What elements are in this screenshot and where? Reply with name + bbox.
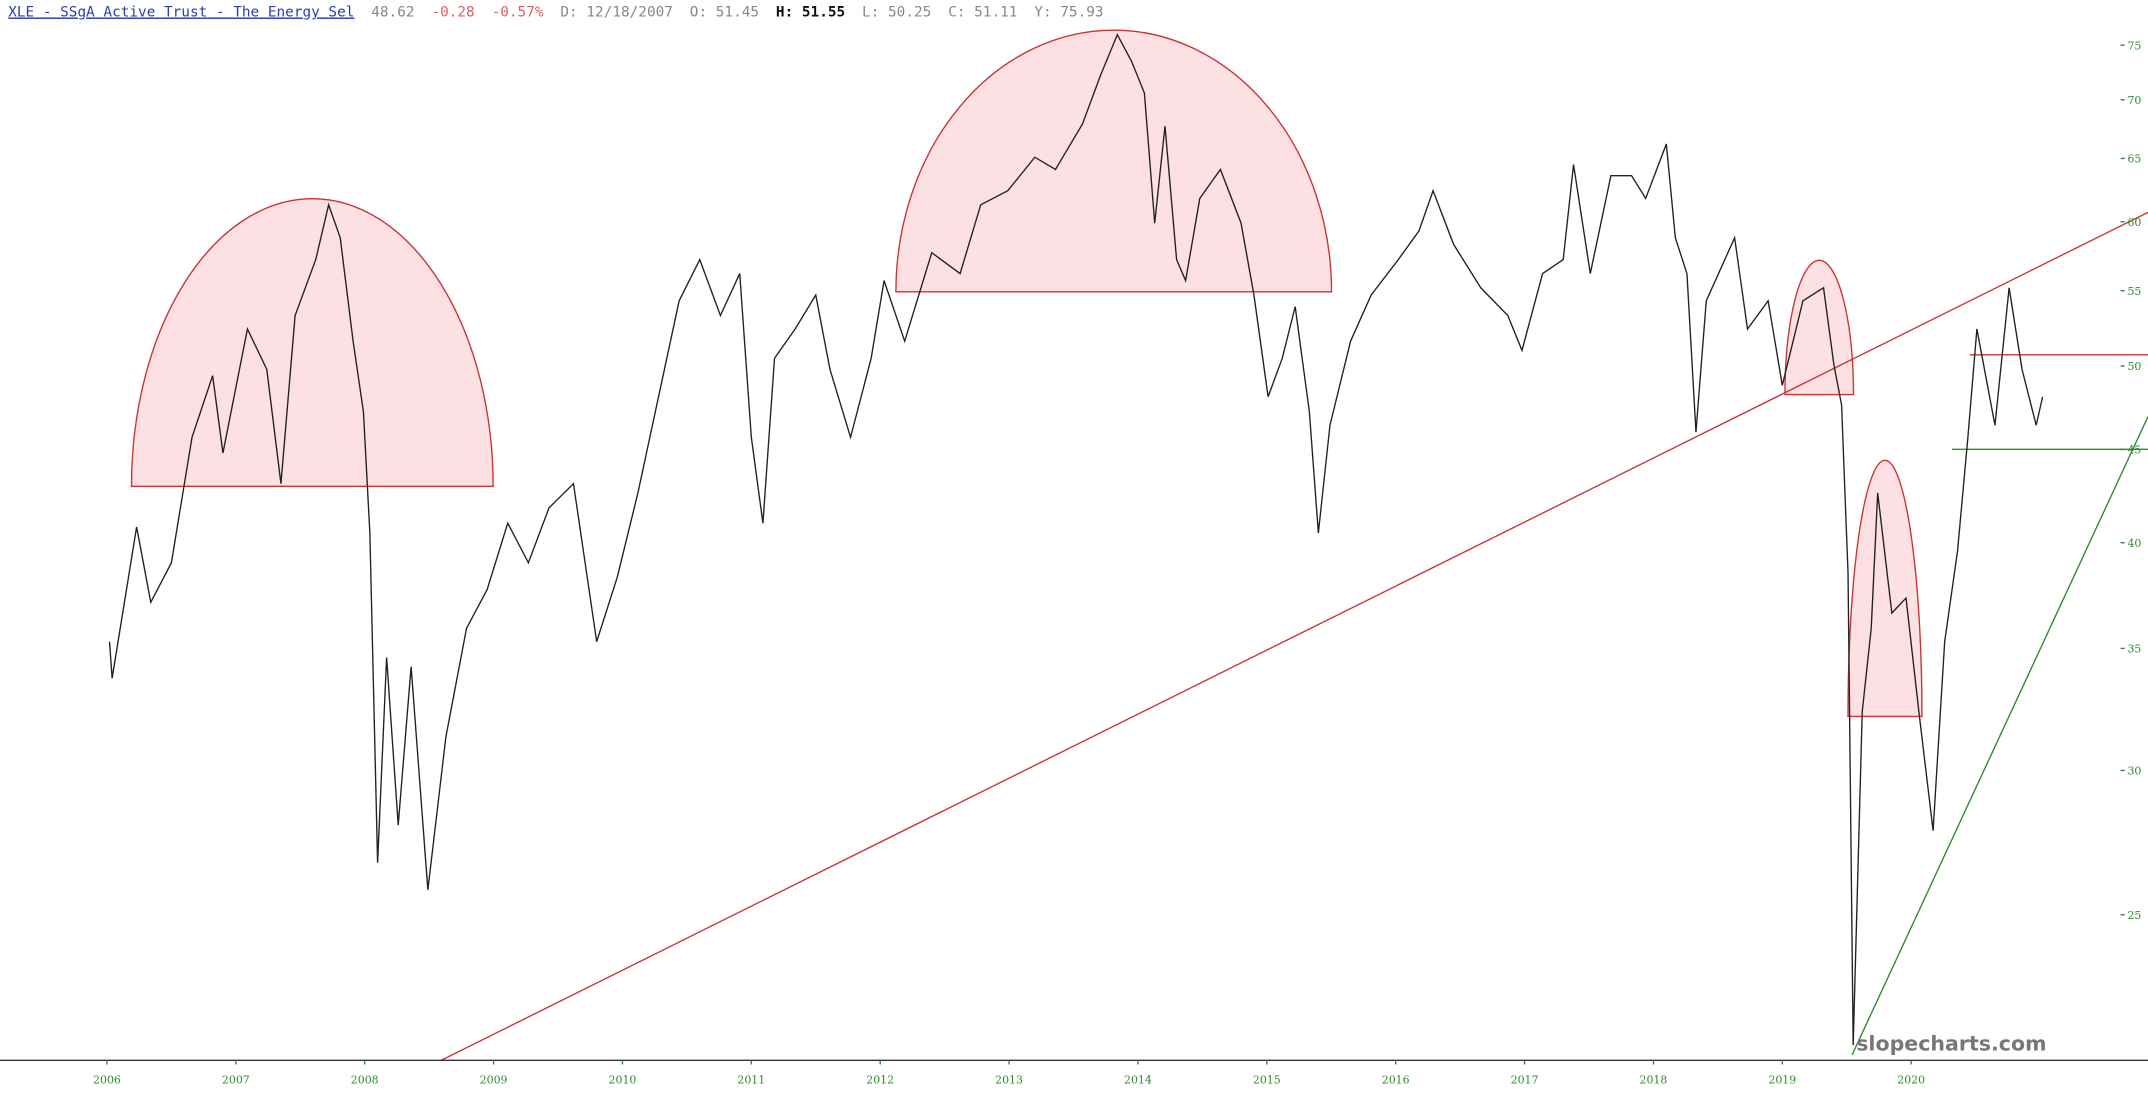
arc-annotation	[1847, 459, 1923, 718]
y-tick-label: 70	[2127, 94, 2141, 107]
change-pct: -0.57%	[492, 4, 544, 20]
trendline	[1851, 416, 2148, 1056]
x-tick-label: 2017	[1511, 1074, 1539, 1087]
y-tick-label: 75	[2127, 39, 2141, 52]
y-tick-label: 45	[2127, 444, 2141, 457]
x-tick-label: 2016	[1382, 1074, 1410, 1087]
x-tick-label: 2011	[737, 1074, 765, 1087]
arc-annotation	[1784, 259, 1855, 396]
x-tick-label: 2010	[609, 1074, 637, 1087]
watermark: slopecharts.com	[1856, 1032, 2046, 1056]
y-tick-label: 25	[2127, 909, 2141, 922]
date: D: 12/18/2007	[560, 4, 673, 20]
open: O: 51.45	[690, 4, 759, 20]
x-tick-label: 2018	[1640, 1074, 1668, 1087]
x-tick-label: 2015	[1253, 1074, 1281, 1087]
arc-annotation	[130, 197, 494, 488]
x-tick-label: 2009	[480, 1074, 508, 1087]
y-tick-label: 35	[2127, 643, 2141, 656]
y-tick-label: 65	[2127, 153, 2141, 166]
quote-header: XLE - SSgA Active Trust - The Energy Sel…	[8, 4, 1103, 20]
year-high: Y: 75.93	[1034, 4, 1103, 20]
close: C: 51.11	[948, 4, 1017, 20]
x-tick-label: 2008	[351, 1074, 379, 1087]
low: L: 50.25	[862, 4, 931, 20]
change: -0.28	[431, 4, 474, 20]
y-tick-label: 55	[2127, 285, 2141, 298]
symbol-link[interactable]: XLE - SSgA Active Trust - The Energy Sel	[8, 4, 354, 20]
x-tick-label: 2012	[866, 1074, 894, 1087]
y-tick-label: 30	[2127, 765, 2141, 778]
x-tick-label: 2007	[222, 1074, 250, 1087]
trendline	[440, 211, 2148, 1061]
x-tick-label: 2014	[1124, 1074, 1152, 1087]
high: H: 51.55	[776, 4, 845, 20]
y-tick-label: 50	[2127, 360, 2141, 373]
price-line	[108, 33, 2044, 1046]
x-tick-label: 2019	[1768, 1074, 1796, 1087]
x-tick-label: 2020	[1897, 1074, 1925, 1087]
y-tick-label: 40	[2127, 537, 2141, 550]
annotations	[130, 29, 2148, 1061]
x-tick-label: 2006	[93, 1074, 121, 1087]
x-tick-label: 2013	[995, 1074, 1023, 1087]
arc-annotation	[895, 29, 1333, 293]
y-tick-label: 60	[2127, 216, 2141, 229]
last-price: 48.62	[371, 4, 414, 20]
